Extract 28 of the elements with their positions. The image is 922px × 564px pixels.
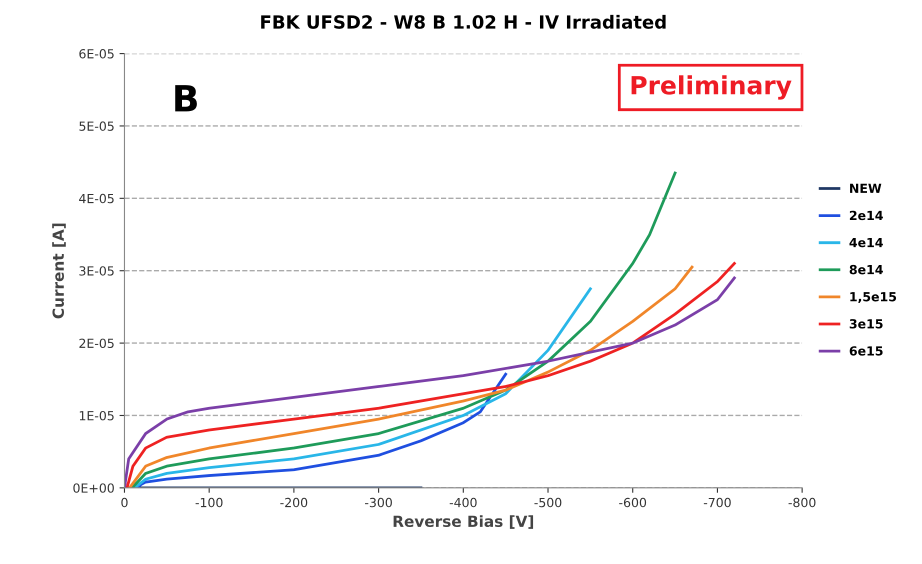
- x-tick-label: 0: [121, 498, 128, 508]
- x-tick-label: -500: [534, 498, 562, 508]
- annotation: B: [175, 85, 197, 112]
- y-tick-label: 1E-05: [80, 410, 114, 420]
- y-axis-title: Current [A]: [52, 224, 66, 318]
- x-tick-label: -300: [365, 498, 392, 508]
- legend-label: NEW: [850, 184, 882, 193]
- legend-label: 2e14: [850, 210, 883, 220]
- legend-label: 1,5e15: [850, 292, 896, 304]
- y-tick-label: 2E-05: [79, 338, 114, 348]
- x-tick-label: -700: [704, 498, 731, 508]
- x-tick-label: -400: [450, 498, 477, 508]
- x-tick-label: -100: [196, 498, 223, 508]
- legend-label: 3e15: [850, 319, 883, 329]
- x-tick-label: -800: [788, 498, 816, 508]
- x-tick-label: -200: [280, 498, 308, 508]
- x-axis-title: Reverse Bias [V]: [394, 515, 534, 529]
- x-tick-label: -600: [619, 498, 646, 508]
- annotation: Preliminary: [632, 75, 792, 100]
- legend-label: 8e14: [850, 264, 883, 274]
- y-tick-label: 0E+00: [73, 483, 114, 493]
- legend-label: 4e14: [849, 238, 883, 248]
- y-tick-label: 4E-05: [79, 194, 114, 204]
- y-tick-label: 3E-05: [79, 266, 114, 276]
- chart-title: FBK UFSD2 - W8 B 1.02 H - IV Irradiated: [261, 14, 666, 29]
- y-tick-label: 5E-05: [79, 121, 114, 131]
- y-tick-label: 6E-05: [79, 49, 114, 59]
- legend-label: 6e15: [850, 346, 883, 356]
